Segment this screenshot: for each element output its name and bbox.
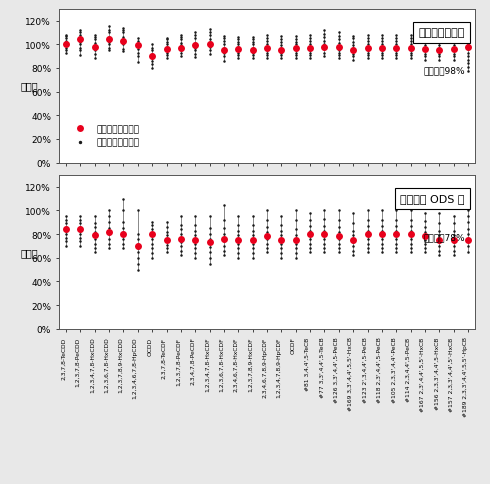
Text: 回収率: 回収率	[21, 247, 38, 257]
Text: 全平均：78%: 全平均：78%	[423, 232, 465, 242]
Text: 回収率: 回収率	[21, 81, 38, 91]
Text: 固相抜出 ODS 法: 固相抜出 ODS 法	[400, 194, 465, 204]
Legend: 各異性体の平均値, 各異性体の実測値: 各異性体の平均値, 各異性体の実測値	[68, 121, 143, 151]
Text: 全平均：98%: 全平均：98%	[423, 66, 465, 76]
Text: 固相抜出捕集法: 固相抜出捕集法	[418, 28, 465, 38]
